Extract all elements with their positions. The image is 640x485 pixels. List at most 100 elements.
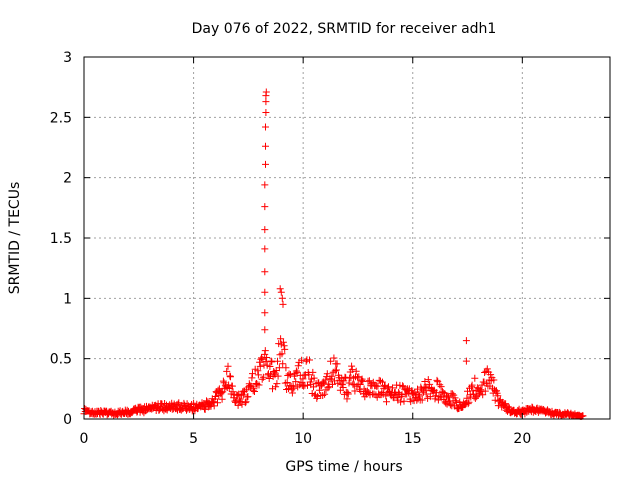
data-point — [274, 357, 281, 365]
data-point — [315, 386, 323, 394]
data-point — [344, 390, 352, 398]
data-point — [227, 373, 234, 381]
data-point — [294, 362, 302, 370]
data-point — [248, 374, 256, 382]
data-point — [261, 288, 269, 296]
data-point — [487, 371, 495, 379]
data-point — [282, 364, 290, 372]
data-point — [461, 401, 469, 409]
data-point — [389, 384, 396, 392]
data-point — [254, 367, 262, 375]
data-point — [321, 390, 329, 398]
data-point — [263, 354, 271, 361]
data-point — [285, 370, 293, 378]
data-point — [354, 373, 361, 381]
data-point — [494, 392, 502, 400]
data-point — [323, 370, 331, 378]
data-point — [306, 356, 313, 364]
data-point — [483, 365, 491, 373]
data-point — [468, 381, 476, 389]
data-point — [400, 397, 408, 405]
data-point — [254, 371, 262, 379]
data-point — [463, 394, 471, 402]
data-point — [292, 378, 300, 386]
data-point — [416, 392, 423, 400]
data-point — [262, 123, 269, 131]
data-point — [471, 374, 479, 382]
data-point — [433, 376, 441, 384]
data-point — [262, 142, 269, 150]
data-point — [333, 366, 340, 374]
data-point — [505, 404, 513, 412]
data-point — [348, 366, 356, 374]
data-point — [224, 362, 232, 370]
data-point — [422, 390, 430, 398]
data-point — [299, 375, 307, 383]
data-point — [462, 357, 470, 365]
data-point — [479, 391, 487, 399]
data-point — [446, 401, 454, 409]
data-point — [212, 393, 219, 400]
data-point — [331, 367, 339, 375]
data-point — [300, 382, 308, 390]
data-point — [345, 379, 353, 387]
data-point — [436, 381, 444, 389]
chart-title: Day 076 of 2022, SRMTID for receiver adh… — [192, 21, 497, 37]
data-point — [439, 389, 447, 396]
data-point — [155, 406, 163, 414]
data-point — [261, 245, 269, 253]
data-point — [268, 358, 276, 366]
data-point — [292, 367, 300, 375]
data-point — [465, 398, 473, 406]
data-point — [418, 396, 426, 404]
data-point — [363, 387, 371, 395]
data-point — [398, 391, 406, 399]
data-point — [251, 388, 258, 395]
data-point — [452, 399, 460, 407]
data-point — [426, 393, 434, 401]
data-point — [309, 368, 317, 376]
data-point — [411, 389, 419, 397]
data-point — [262, 88, 270, 96]
data-point — [219, 377, 227, 385]
data-point — [490, 376, 498, 384]
data-point — [262, 109, 270, 116]
data-point — [432, 392, 440, 400]
data-point — [320, 379, 328, 387]
data-point — [261, 268, 269, 276]
data-point — [385, 383, 392, 391]
data-point — [261, 203, 269, 211]
data-point — [426, 380, 434, 388]
data-point — [448, 390, 456, 398]
data-point — [321, 376, 329, 384]
data-point — [234, 401, 242, 409]
data-point — [223, 367, 231, 375]
data-point — [256, 362, 264, 370]
data-point — [279, 300, 287, 308]
data-point — [343, 395, 351, 403]
data-point — [344, 389, 352, 397]
data-point — [462, 337, 470, 345]
data-point — [247, 383, 255, 391]
data-point — [280, 342, 288, 350]
data-point — [437, 383, 445, 391]
data-point — [273, 380, 281, 388]
data-point — [290, 384, 298, 392]
data-point — [229, 388, 237, 396]
data-point — [415, 390, 423, 398]
x-tick-label: 5 — [189, 431, 198, 447]
data-points — [80, 88, 587, 420]
data-point — [469, 387, 477, 395]
x-tick-label: 15 — [404, 431, 422, 447]
data-point — [272, 383, 280, 391]
y-tick-label: 2 — [63, 171, 72, 187]
data-point — [287, 371, 294, 379]
data-point — [504, 403, 512, 411]
data-point — [339, 384, 347, 391]
data-point — [261, 309, 269, 317]
y-tick-label: 1.5 — [50, 231, 72, 247]
data-point — [432, 389, 440, 397]
